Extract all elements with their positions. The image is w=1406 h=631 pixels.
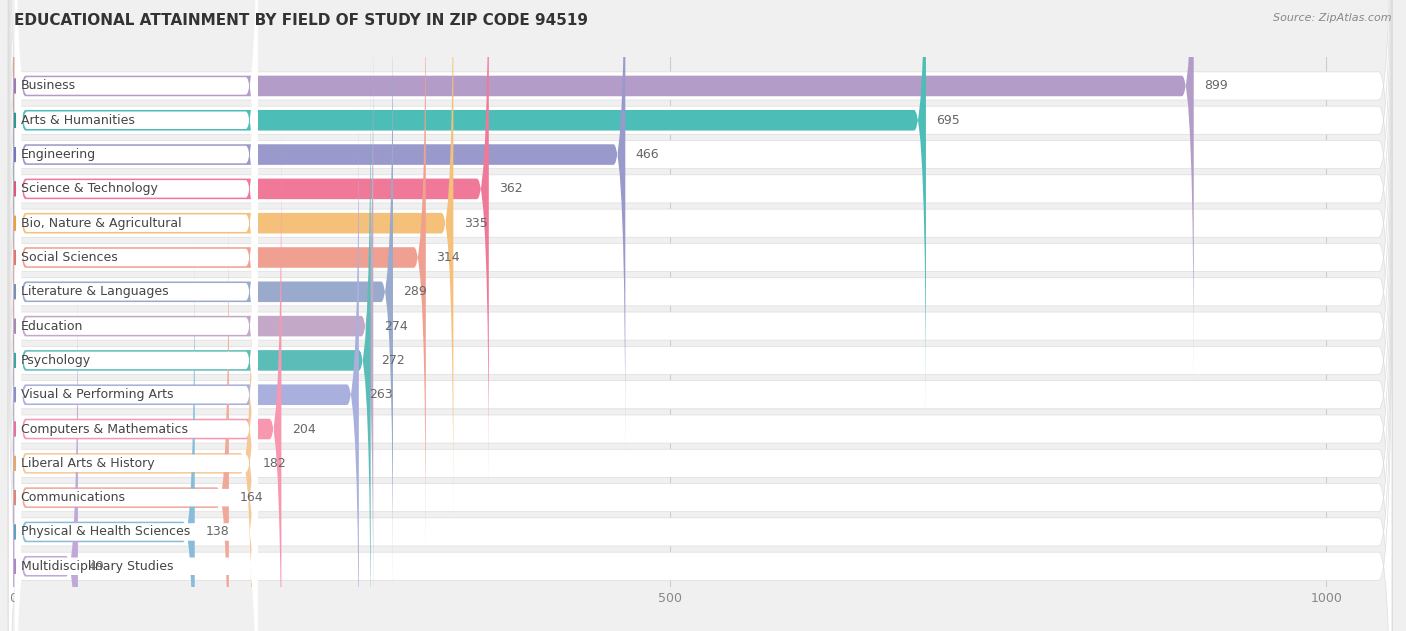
FancyBboxPatch shape [8,237,1392,631]
FancyBboxPatch shape [14,62,371,631]
FancyBboxPatch shape [8,134,1392,631]
Text: Arts & Humanities: Arts & Humanities [21,114,135,127]
Text: Bio, Nature & Agricultural: Bio, Nature & Agricultural [21,216,181,230]
FancyBboxPatch shape [14,0,489,487]
FancyBboxPatch shape [15,0,257,523]
FancyBboxPatch shape [15,95,257,631]
Text: Social Sciences: Social Sciences [21,251,118,264]
FancyBboxPatch shape [8,0,1392,415]
Text: Liberal Arts & History: Liberal Arts & History [21,457,155,470]
FancyBboxPatch shape [15,129,257,631]
Text: Literature & Languages: Literature & Languages [21,285,169,298]
FancyBboxPatch shape [14,0,453,522]
Text: 289: 289 [404,285,427,298]
Text: 272: 272 [381,354,405,367]
Text: Visual & Performing Arts: Visual & Performing Arts [21,388,173,401]
Text: 335: 335 [464,216,488,230]
FancyBboxPatch shape [15,0,257,558]
Text: 138: 138 [205,526,229,538]
FancyBboxPatch shape [14,28,373,625]
FancyBboxPatch shape [15,163,257,631]
FancyBboxPatch shape [15,61,257,631]
FancyBboxPatch shape [8,0,1392,586]
FancyBboxPatch shape [15,0,257,592]
Text: 204: 204 [292,423,315,435]
FancyBboxPatch shape [15,232,257,631]
FancyBboxPatch shape [14,0,392,590]
FancyBboxPatch shape [14,233,195,631]
FancyBboxPatch shape [15,0,257,454]
FancyBboxPatch shape [14,0,927,419]
Text: 466: 466 [636,148,659,161]
Text: Business: Business [21,80,76,93]
Text: 49: 49 [89,560,104,573]
FancyBboxPatch shape [14,199,229,631]
Text: 314: 314 [436,251,460,264]
FancyBboxPatch shape [8,0,1392,631]
FancyBboxPatch shape [8,0,1392,518]
FancyBboxPatch shape [8,0,1392,552]
Text: 274: 274 [384,319,408,333]
Text: EDUCATIONAL ATTAINMENT BY FIELD OF STUDY IN ZIP CODE 94519: EDUCATIONAL ATTAINMENT BY FIELD OF STUDY… [14,13,588,28]
FancyBboxPatch shape [14,268,77,631]
Text: Computers & Mathematics: Computers & Mathematics [21,423,187,435]
Text: 695: 695 [936,114,960,127]
FancyBboxPatch shape [15,0,257,489]
Text: Communications: Communications [21,491,125,504]
Text: 182: 182 [263,457,287,470]
FancyBboxPatch shape [15,266,257,631]
Text: Science & Technology: Science & Technology [21,182,157,196]
FancyBboxPatch shape [15,198,257,631]
FancyBboxPatch shape [8,0,1392,621]
FancyBboxPatch shape [14,165,253,631]
FancyBboxPatch shape [15,26,257,626]
FancyBboxPatch shape [15,0,257,420]
FancyBboxPatch shape [8,66,1392,631]
Text: Multidisciplinary Studies: Multidisciplinary Studies [21,560,173,573]
FancyBboxPatch shape [14,0,1194,384]
FancyBboxPatch shape [14,0,626,453]
Text: Education: Education [21,319,83,333]
FancyBboxPatch shape [8,0,1392,449]
FancyBboxPatch shape [8,32,1392,631]
Text: Engineering: Engineering [21,148,96,161]
Text: 899: 899 [1204,80,1227,93]
FancyBboxPatch shape [14,0,426,556]
Text: 164: 164 [239,491,263,504]
Text: Source: ZipAtlas.com: Source: ZipAtlas.com [1274,13,1392,23]
Text: Psychology: Psychology [21,354,91,367]
FancyBboxPatch shape [15,0,257,386]
FancyBboxPatch shape [14,131,281,631]
FancyBboxPatch shape [8,168,1392,631]
FancyBboxPatch shape [14,97,359,631]
FancyBboxPatch shape [8,0,1392,483]
Text: Physical & Health Sciences: Physical & Health Sciences [21,526,190,538]
FancyBboxPatch shape [8,100,1392,631]
FancyBboxPatch shape [8,203,1392,631]
Text: 263: 263 [370,388,392,401]
Text: 362: 362 [499,182,523,196]
